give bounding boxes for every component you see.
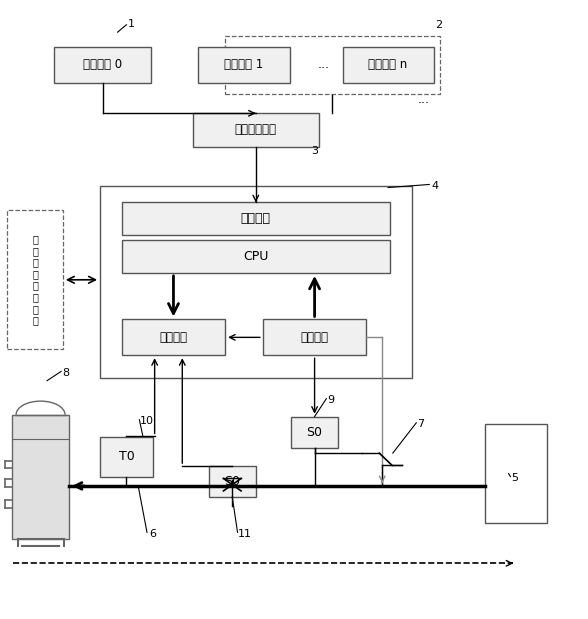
Text: 6: 6 bbox=[149, 529, 156, 539]
Text: 10: 10 bbox=[140, 416, 154, 426]
Bar bbox=[291, 417, 338, 448]
Text: 工业网络设备: 工业网络设备 bbox=[235, 123, 277, 137]
Text: S0: S0 bbox=[224, 475, 240, 488]
Text: 输入模块: 输入模块 bbox=[159, 331, 188, 344]
Text: 工程师站 0: 工程师站 0 bbox=[83, 58, 122, 72]
Bar bbox=[12, 415, 69, 539]
Bar bbox=[485, 424, 547, 523]
Text: CPU: CPU bbox=[243, 250, 269, 264]
Text: 5: 5 bbox=[512, 473, 519, 483]
Bar bbox=[225, 36, 439, 94]
Bar bbox=[100, 186, 412, 378]
Text: 8: 8 bbox=[62, 368, 69, 378]
Text: T0: T0 bbox=[119, 450, 134, 464]
Text: 3: 3 bbox=[312, 146, 319, 156]
Text: 输出模块: 输出模块 bbox=[300, 331, 329, 344]
Text: ...: ... bbox=[417, 92, 429, 106]
Bar bbox=[198, 47, 289, 83]
Text: 兑
冷
温
度
控
制
模
型: 兑 冷 温 度 控 制 模 型 bbox=[32, 234, 38, 326]
Bar bbox=[122, 319, 225, 355]
Bar bbox=[209, 466, 256, 497]
Bar bbox=[100, 437, 153, 477]
Text: 1: 1 bbox=[128, 19, 135, 28]
Text: 11: 11 bbox=[238, 529, 252, 539]
Bar bbox=[193, 113, 319, 147]
Text: ...: ... bbox=[318, 58, 329, 72]
Bar bbox=[263, 319, 366, 355]
Text: 9: 9 bbox=[328, 395, 335, 405]
Text: 接口模块: 接口模块 bbox=[240, 212, 271, 225]
Text: 操作员站 n: 操作员站 n bbox=[369, 58, 407, 72]
Text: 4: 4 bbox=[431, 181, 438, 191]
Text: 2: 2 bbox=[435, 20, 442, 30]
Text: S0: S0 bbox=[306, 425, 323, 439]
Bar bbox=[7, 210, 64, 349]
Bar bbox=[122, 240, 389, 274]
Bar bbox=[54, 47, 152, 83]
Text: 操作员站 1: 操作员站 1 bbox=[225, 58, 263, 72]
Bar bbox=[122, 202, 389, 235]
Text: 7: 7 bbox=[417, 419, 425, 429]
Bar bbox=[342, 47, 433, 83]
